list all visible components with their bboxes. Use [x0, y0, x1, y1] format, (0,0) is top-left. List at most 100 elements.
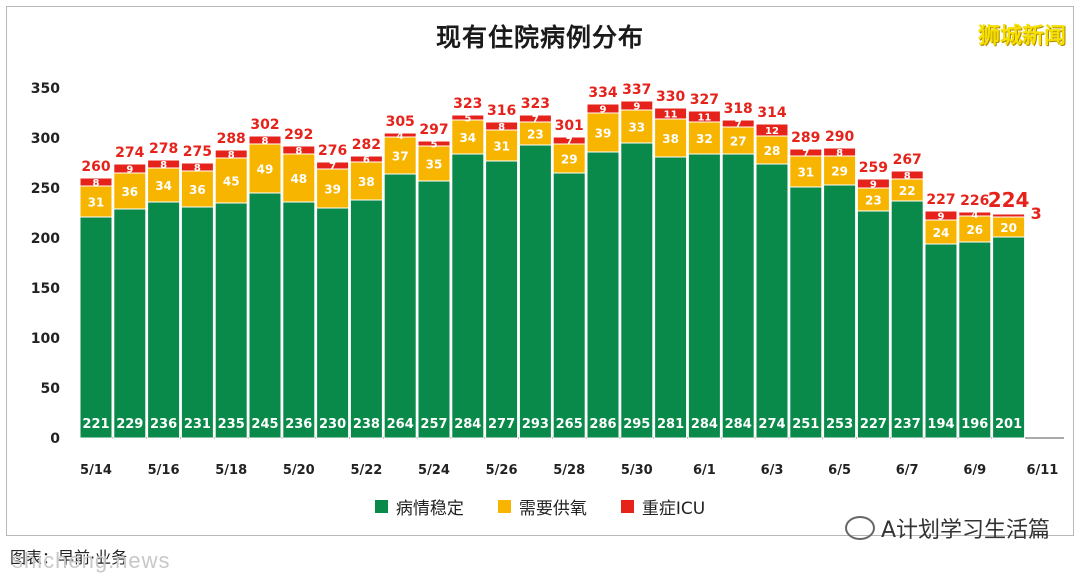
bar-stable	[687, 153, 721, 439]
bar-oxygen	[113, 172, 147, 210]
data-label-icu: 9	[600, 105, 607, 116]
chart-title: 现有住院病例分布	[435, 23, 644, 52]
bar-icu	[687, 110, 721, 123]
data-label-stable: 274	[758, 417, 785, 432]
data-label-stable: 221	[82, 417, 109, 432]
data-label-oxygen: 36	[121, 185, 138, 199]
data-label-stable: 257	[420, 417, 447, 432]
data-label-total: 323	[453, 96, 482, 112]
bar-icu	[451, 114, 485, 121]
data-label-icu: 8	[262, 136, 269, 147]
data-label-oxygen: 20	[1000, 221, 1017, 235]
bar-stable	[958, 241, 992, 439]
bar-icu	[856, 178, 890, 189]
bar-stable	[451, 153, 485, 439]
data-label-stable: 264	[387, 417, 414, 432]
data-label-oxygen: 49	[257, 163, 274, 177]
data-label-oxygen: 39	[324, 183, 341, 197]
x-tick-label: 6/5	[828, 463, 851, 478]
data-label-icu: 7	[566, 137, 573, 148]
bar-oxygen	[586, 112, 620, 153]
data-label-icu: 8	[228, 150, 235, 161]
data-label-oxygen: 29	[831, 165, 848, 179]
x-tick-label: 5/28	[553, 463, 585, 478]
data-label-total: 292	[284, 127, 313, 143]
bar-oxygen	[687, 121, 721, 155]
data-label-stable: 196	[961, 417, 988, 432]
x-tick-label: 5/16	[148, 463, 180, 478]
bar-oxygen	[180, 170, 214, 208]
data-label-total: 274	[115, 145, 144, 161]
bar-icu	[620, 100, 654, 111]
data-label-stable: 284	[725, 417, 752, 432]
data-label-oxygen: 34	[155, 179, 172, 193]
y-tick-label: 150	[31, 281, 60, 297]
bar-stable	[856, 210, 890, 439]
data-label-oxygen: 27	[730, 135, 747, 149]
data-label-stable: 265	[556, 417, 583, 432]
legend-swatch-icu	[620, 500, 634, 513]
bar-oxygen	[282, 153, 316, 203]
bar-stable	[620, 142, 654, 439]
data-label-oxygen: 24	[933, 226, 950, 240]
data-label-oxygen: 31	[88, 196, 105, 210]
data-label-stable: 245	[251, 417, 278, 432]
data-label-stable: 284	[691, 417, 718, 432]
data-label-icu: 4	[971, 210, 978, 221]
data-label-stable: 201	[995, 417, 1022, 432]
data-label-icu: 12	[765, 126, 779, 137]
bar-oxygen	[383, 136, 417, 175]
data-label-stable: 293	[522, 417, 549, 432]
data-label-stable: 277	[488, 417, 515, 432]
bar-stable	[417, 180, 451, 439]
data-label-icu: 4	[397, 131, 404, 142]
bar-icu	[552, 136, 586, 145]
data-label-icu: 5	[464, 114, 471, 125]
y-tick-label: 0	[50, 431, 60, 447]
data-label-total: 318	[724, 101, 753, 117]
bar-icu	[485, 121, 519, 131]
data-label-icu: 6	[363, 155, 370, 166]
data-label-total: 282	[352, 137, 381, 153]
data-label-total: 323	[521, 96, 550, 112]
data-label-stable: 235	[218, 417, 245, 432]
data-label-icu: 3	[1031, 204, 1042, 223]
data-label-total: 224	[988, 188, 1030, 212]
legend-swatch-stable	[374, 500, 388, 513]
data-label-total: 275	[183, 144, 212, 160]
bar-oxygen	[451, 119, 485, 155]
brand-logo: 狮城新闻	[977, 24, 1066, 49]
data-label-total: 316	[487, 103, 516, 119]
bar-oxygen	[924, 219, 958, 245]
x-tick-label: 6/3	[761, 463, 784, 478]
bar-stable	[789, 186, 823, 439]
bar-icu	[586, 103, 620, 114]
bar-stable	[383, 173, 417, 439]
data-label-oxygen: 28	[764, 144, 781, 158]
data-label-icu: 8	[904, 171, 911, 182]
y-tick-label: 50	[41, 381, 61, 397]
bar-stable	[147, 201, 181, 439]
data-label-oxygen: 35	[426, 158, 443, 172]
data-label-oxygen: 38	[358, 175, 375, 189]
bar-stable	[586, 151, 620, 439]
legend-label-icu: 重症ICU	[641, 499, 706, 519]
data-label-oxygen: 39	[595, 127, 612, 141]
bar-oxygen	[620, 109, 654, 144]
chart-legend: 病情稳定 需要供氧 重症ICU	[0, 494, 1080, 519]
data-label-icu: 7	[735, 120, 742, 131]
bar-icu	[383, 132, 417, 138]
data-label-stable: 227	[860, 417, 887, 432]
bar-icu	[755, 123, 789, 137]
bar-icu	[113, 163, 147, 174]
data-label-icu: 8	[93, 178, 100, 189]
data-label-oxygen: 23	[865, 194, 882, 208]
bar-stable	[755, 163, 789, 439]
data-label-stable: 194	[927, 417, 954, 432]
bar-icu	[890, 170, 924, 180]
data-label-total: 260	[81, 159, 110, 175]
bar-icu	[214, 149, 248, 159]
data-label-icu: 7	[532, 115, 539, 126]
data-label-oxygen: 31	[797, 166, 814, 180]
x-tick-label: 5/20	[283, 463, 315, 478]
